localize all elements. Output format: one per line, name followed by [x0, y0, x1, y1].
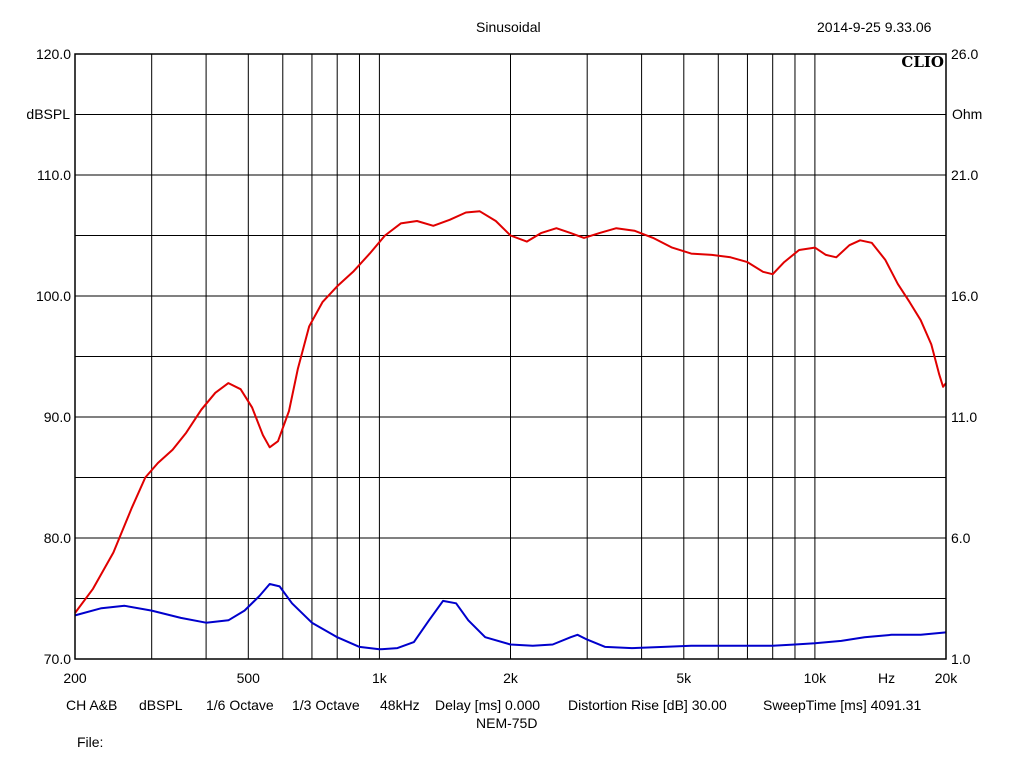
x-tick-label: 500	[237, 670, 261, 686]
plot-frame	[74, 53, 947, 660]
y2-tick-label: 21.0	[951, 167, 978, 183]
y2-tick-label: 11.0	[951, 409, 977, 425]
x-unit-label: Hz	[878, 670, 895, 686]
device-name: NEM-75D	[476, 715, 538, 731]
y2-tick-label: 16.0	[951, 288, 978, 304]
setting-distortion: Distortion Rise [dB] 30.00	[568, 697, 727, 713]
y2-tick-label: 26.0	[951, 46, 978, 62]
y-tick-label: 70.0	[44, 651, 71, 667]
brand-logo: CLIO	[901, 53, 944, 71]
x-tick-label: 10k	[804, 670, 828, 686]
grid	[75, 54, 946, 659]
setting-resolution: 1/3 Octave	[292, 697, 360, 713]
y-tick-label: 90.0	[44, 409, 71, 425]
setting-samplerate: 48kHz	[380, 697, 420, 713]
setting-delay: Delay [ms] 0.000	[435, 697, 541, 713]
x-tick-label: 20k	[935, 670, 959, 686]
y-axis-label: dBSPL	[26, 106, 70, 122]
series-line-0	[74, 210, 947, 614]
tick-labels: 120.0 110.0 100.0 90.0 80.0 70.0 26.0 21.0 16.0 1…	[36, 46, 979, 686]
series-layer	[74, 210, 947, 651]
timestamp: 2014-9-25 9.33.06	[817, 19, 932, 35]
y-tick-label: 110.0	[37, 167, 71, 183]
y-tick-label: 120.0	[36, 46, 71, 62]
setting-unit: dBSPL	[139, 697, 183, 713]
x-tick-label: 1k	[372, 670, 388, 686]
series-line-1	[74, 583, 947, 651]
y2-tick-label: 1.0	[951, 651, 971, 667]
setting-smoothing: 1/6 Octave	[206, 697, 274, 713]
y-tick-label: 80.0	[44, 530, 71, 546]
setting-sweep: SweepTime [ms] 4091.31	[763, 697, 922, 713]
x-tick-label: 200	[63, 670, 87, 686]
x-tick-label: 5k	[676, 670, 692, 686]
file-label: File:	[77, 734, 104, 750]
y2-tick-label: 6.0	[951, 530, 971, 546]
chart-title: Sinusoidal	[476, 19, 541, 35]
setting-channel: CH A&B	[66, 697, 118, 713]
x-tick-label: 2k	[503, 670, 519, 686]
y-tick-label: 100.0	[36, 288, 71, 304]
y2-axis-label: Ohm	[952, 106, 982, 122]
